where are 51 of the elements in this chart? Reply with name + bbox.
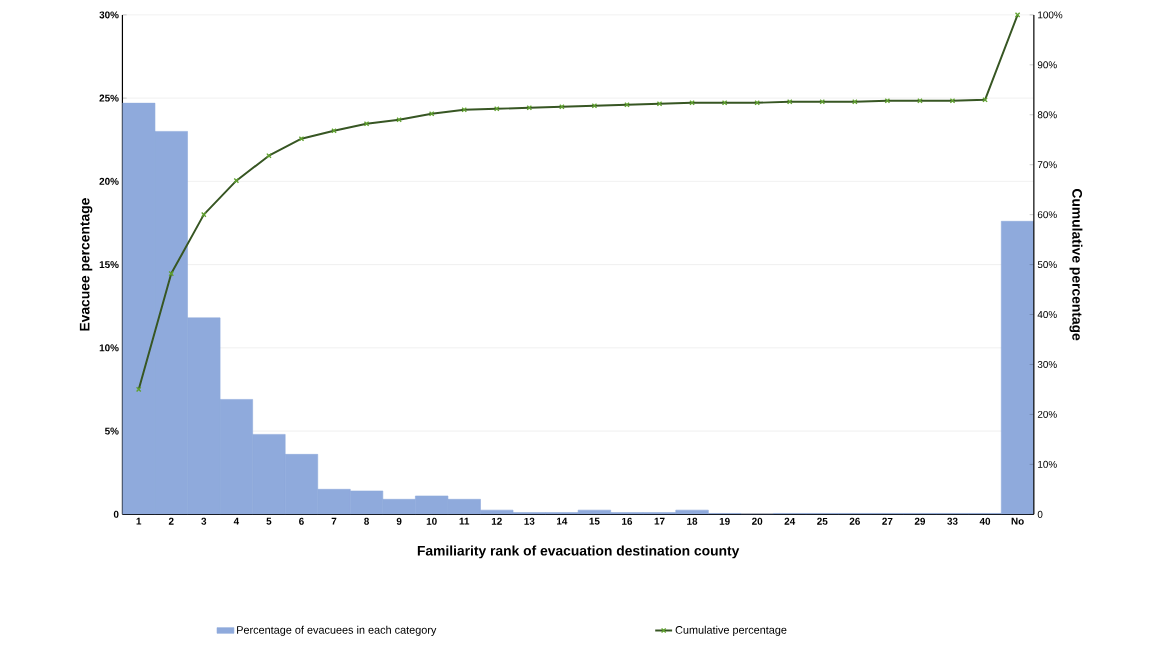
x-tick-label: 6 [299,517,304,525]
x-tick-label: 25 [817,517,828,525]
y-tick-label: 30% [99,11,119,19]
x-tick-label: 1 [136,517,142,525]
y2-tick-label: 50% [1037,260,1057,268]
x-tick-label: 20 [752,517,763,525]
x-tick-label: 9 [396,517,402,525]
y2-tick-label: 20% [1037,410,1057,418]
x-tick-label: 10 [426,517,437,525]
y2-tick-label: 100% [1038,11,1063,19]
y-tick-label: 20% [99,177,119,185]
y2-tick-label: 0 [1037,510,1043,518]
y-tick-label: 25% [99,94,119,102]
x-tick-label: 2 [168,517,174,525]
x-tick-label: 33 [947,517,958,525]
y-tick-label: 5% [104,427,119,435]
y2-tick-label: 30% [1037,360,1057,368]
y-tick-label: 0 [113,510,119,518]
legend-label: Cumulative percentage [675,625,787,636]
legend-label: Percentage of evacuees in each category [237,625,437,636]
x-tick-label: 40 [979,517,991,525]
y2-axis-title: Cumulative percentage [1069,188,1083,341]
x-tick-label: 3 [201,517,207,525]
x-tick-label: 8 [364,517,369,525]
y2-tick-label: 40% [1037,310,1057,318]
x-tick-label: 15 [589,517,600,525]
y2-tick-label: 90% [1037,61,1057,69]
x-tick-label: 5 [266,517,272,525]
x-tick-label: 24 [784,517,796,525]
y-axis-title: Evacuee percentage [79,197,93,331]
x-tick-label: 7 [331,517,337,525]
y2-tick-label: 80% [1037,111,1057,119]
y2-tick-label: 10% [1038,460,1057,468]
x-tick-label: 13 [524,517,535,525]
y2-tick-label: 60% [1037,210,1057,218]
x-tick-label: 4 [233,517,240,525]
x-tick-label: 17 [654,517,665,525]
x-tick-label: No [1011,517,1024,525]
x-axis-title: Familiarity rank of evacuation destination county [417,545,740,559]
x-tick-label: 12 [491,517,502,525]
x-tick-label: 29 [914,517,926,525]
x-tick-label: 16 [622,517,633,525]
x-tick-label: 26 [849,517,860,525]
x-tick-label: 11 [459,517,470,525]
x-tick-label: 19 [719,517,730,525]
y-tick-label: 10% [99,344,119,352]
y-tick-label: 15% [99,260,119,268]
x-tick-label: 27 [882,517,893,525]
x-tick-label: 14 [556,517,568,525]
x-tick-label: 18 [687,517,698,525]
y2-tick-label: 70% [1037,161,1057,169]
